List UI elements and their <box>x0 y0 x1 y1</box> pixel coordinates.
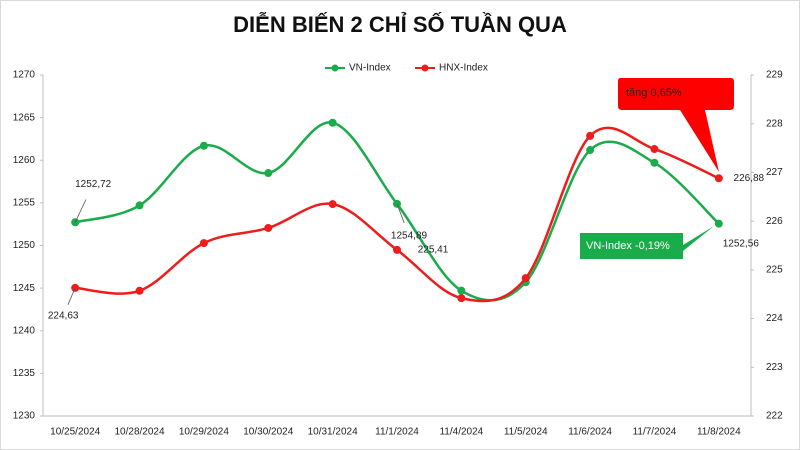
y-tick-label: 1270 <box>13 70 36 81</box>
y-tick-label: 1255 <box>13 198 36 209</box>
annotation: tăng 0,65% <box>626 87 682 99</box>
y-tick-label: 1250 <box>13 240 36 251</box>
point <box>521 274 530 283</box>
series-line <box>75 126 720 303</box>
data-label: 225,41 <box>418 245 449 256</box>
legend-label: VN-Index <box>349 63 391 74</box>
data-label: 224,63 <box>48 311 79 322</box>
point <box>457 294 466 303</box>
point <box>264 223 273 232</box>
x-tick-label: 11/6/2024 <box>568 427 612 438</box>
x-tick-label: 10/29/2024 <box>179 427 229 438</box>
point <box>586 146 595 155</box>
y2-tick-label: 222 <box>766 411 783 422</box>
data-label: 1252,56 <box>723 238 760 249</box>
point <box>264 169 273 178</box>
data-label: 226,88 <box>734 173 765 184</box>
y2-tick-label: 228 <box>766 118 783 129</box>
x-tick-label: 10/31/2024 <box>308 427 358 438</box>
callout-down <box>580 226 714 259</box>
y-tick-label: 1245 <box>13 283 36 294</box>
x-tick-label: 10/28/2024 <box>115 427 165 438</box>
y2-tick-label: 227 <box>766 167 783 178</box>
point <box>199 239 208 248</box>
y2-tick-label: 224 <box>766 313 783 324</box>
y2-tick-label: 229 <box>766 70 783 81</box>
point <box>650 145 659 154</box>
x-tick-label: 11/5/2024 <box>504 427 548 438</box>
legend-marker <box>331 64 339 72</box>
point <box>714 174 723 183</box>
series-line <box>74 121 720 302</box>
data-label: 1252,72 <box>75 179 112 190</box>
point <box>714 219 723 228</box>
point <box>135 286 144 295</box>
point <box>328 200 337 209</box>
y-tick-label: 1260 <box>13 155 36 166</box>
x-tick-label: 11/1/2024 <box>375 427 419 438</box>
point <box>393 245 401 254</box>
chart-title: DIỄN BIẾN 2 CHỈ SỐ TUẦN QUA <box>233 11 567 37</box>
legend-label: HNX-Index <box>439 63 488 74</box>
point <box>650 158 659 167</box>
y-tick-label: 1240 <box>13 325 36 336</box>
data-label: 1254,89 <box>391 230 428 241</box>
point <box>199 141 208 150</box>
y-tick-label: 1235 <box>13 368 36 379</box>
leader-line <box>396 203 405 224</box>
point <box>457 286 466 295</box>
x-tick-label: 10/25/2024 <box>50 427 100 438</box>
annotation: VN-Index -0,19% <box>586 240 670 252</box>
y2-tick-label: 223 <box>766 362 783 373</box>
x-tick-label: 11/7/2024 <box>633 427 677 438</box>
x-tick-label: 11/8/2024 <box>697 427 741 438</box>
y-tick-label: 1265 <box>13 112 36 123</box>
y2-tick-label: 225 <box>766 264 783 275</box>
legend-marker <box>421 64 429 72</box>
callout-up <box>618 78 734 172</box>
leader-line <box>67 287 76 305</box>
point <box>328 118 337 127</box>
point <box>586 131 595 140</box>
point <box>135 201 144 210</box>
x-tick-label: 10/30/2024 <box>243 427 293 438</box>
x-tick-label: 11/4/2024 <box>439 427 483 438</box>
leader-line <box>74 199 87 223</box>
y2-tick-label: 226 <box>766 216 783 227</box>
y-tick-label: 1230 <box>13 411 36 422</box>
